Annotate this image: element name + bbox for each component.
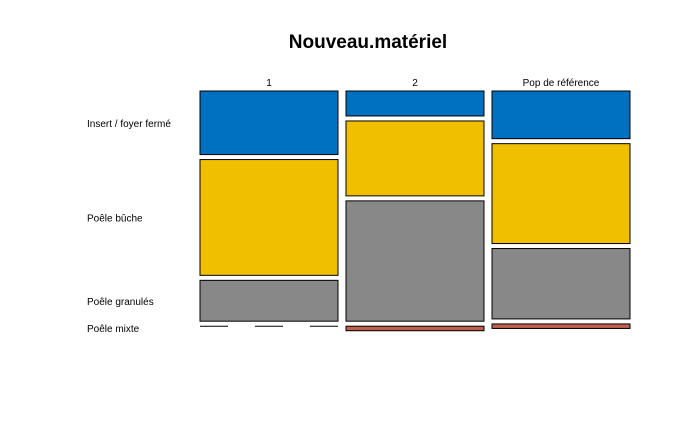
column-label: Pop de référence — [523, 78, 600, 89]
column-labels: 1 2 Pop de référence — [266, 78, 600, 89]
mosaic-tile — [491, 90, 631, 140]
mosaic-tile — [345, 90, 485, 117]
mosaic-tile — [345, 200, 485, 322]
row-label: Insert / foyer fermé — [87, 119, 171, 130]
mosaic-tile — [199, 90, 339, 156]
mosaic-tile — [345, 120, 485, 197]
column-label: 2 — [412, 78, 418, 89]
mosaic-tile — [491, 248, 631, 320]
row-label: Poêle mixte — [87, 324, 140, 335]
mosaic-tile — [491, 143, 631, 245]
mosaic-tile — [199, 279, 339, 322]
row-label: Poêle granulés — [87, 297, 154, 308]
mosaic-tile — [491, 323, 631, 329]
row-label: Poêle bûche — [87, 213, 143, 224]
row-labels: Insert / foyer fermé Poêle bûche Poêle gra… — [87, 119, 171, 335]
mosaic-tile — [345, 325, 485, 332]
chart-title: Nouveau.matériel — [289, 32, 447, 53]
mosaic-tiles — [199, 90, 631, 332]
column-label: 1 — [266, 78, 272, 89]
mosaic-tile — [199, 159, 339, 276]
